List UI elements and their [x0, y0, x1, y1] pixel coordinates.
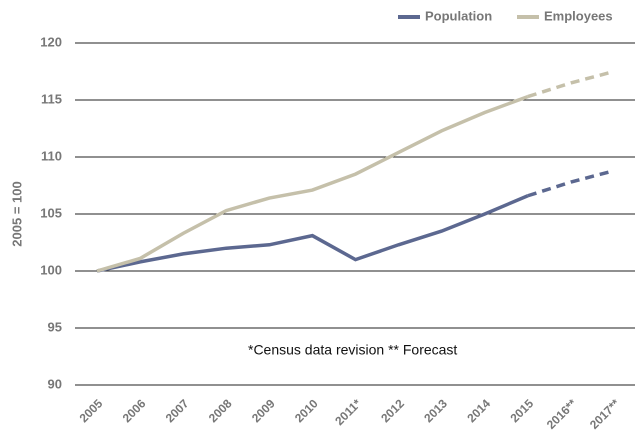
x-tick-label: 2010	[292, 396, 321, 425]
y-tick-label: 110	[41, 148, 62, 163]
y-tick-label: 100	[40, 262, 62, 277]
series-line	[96, 194, 529, 273]
legend-label: Employees	[544, 8, 613, 23]
x-tick-label: 2015	[507, 396, 536, 425]
x-tick-label: 2016**	[544, 396, 580, 432]
annotation: *Census data revision ** Forecast	[248, 342, 457, 358]
x-tick-label: 2014	[464, 396, 493, 425]
x-tick-label: 2005	[77, 396, 106, 425]
x-tick-label: 2006	[120, 396, 149, 425]
y-tick-label: 95	[48, 319, 62, 334]
x-tick-label: 2017**	[587, 396, 623, 432]
series-line	[96, 94, 529, 273]
y-tick-label: 105	[40, 205, 62, 220]
x-tick-label: 2008	[206, 396, 235, 425]
y-tick-label: 120	[40, 34, 62, 49]
y-tick-label: 90	[48, 376, 62, 391]
x-tick-label: 2013	[421, 396, 450, 425]
y-tick-label: 115	[41, 91, 62, 106]
y-axis-label: 2005 = 100	[9, 181, 24, 246]
legend-label: Population	[425, 8, 492, 23]
x-tick-label: 2007	[163, 396, 192, 425]
x-tick-label: 2012	[378, 396, 407, 425]
series-line	[527, 69, 615, 99]
x-tick-label: 2009	[249, 396, 278, 425]
x-tick-label: 2011*	[332, 396, 364, 428]
series-line	[527, 168, 615, 198]
